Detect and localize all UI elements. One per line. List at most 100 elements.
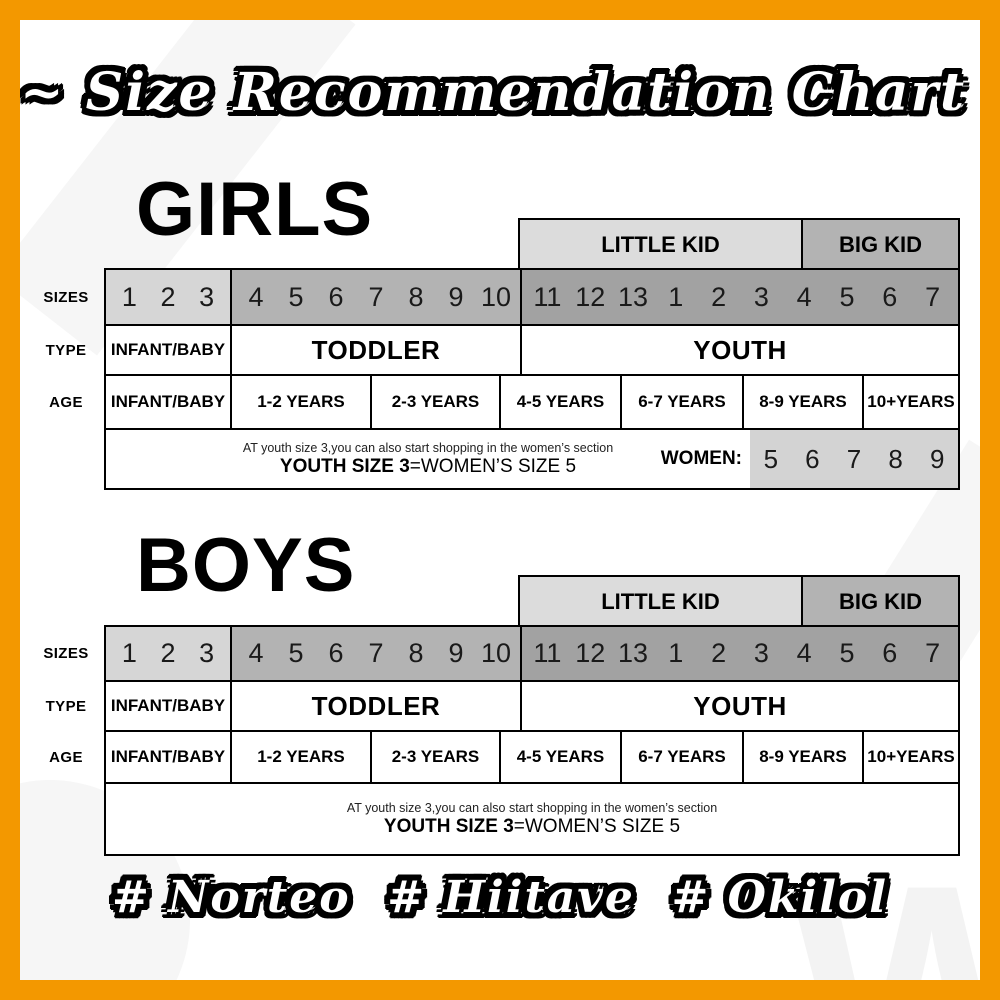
row-label-sizes: SIZES: [43, 645, 89, 662]
size-value: 3: [199, 638, 215, 668]
boys-age-cell: 6-7 YEARS: [620, 732, 742, 782]
girls-type-youth: YOUTH: [520, 326, 958, 374]
girls-age-cell: 10+YEARS: [862, 376, 958, 428]
size-value: 12: [575, 281, 606, 312]
boys-note-row: AT youth size 3,you can also start shopp…: [106, 782, 958, 854]
size-value: 10: [480, 638, 512, 668]
size-value: 5: [288, 281, 304, 312]
girls-note-line1: AT youth size 3,you can also start shopp…: [242, 440, 614, 455]
size-value: 2: [160, 638, 176, 668]
size-value: 12: [575, 638, 606, 668]
size-value: 6: [882, 281, 898, 312]
size-value: 7: [925, 281, 941, 312]
size-value: 8: [408, 638, 424, 668]
girls-little-kid-header: LITTLE KID: [520, 220, 803, 270]
hashtag-hiitave: # Hiitave: [387, 872, 635, 923]
women-size-value: 9: [929, 443, 945, 474]
girls-age-row: AGE INFANT/BABY 1-2 YEARS 2-3 YEARS 4-5 …: [49, 374, 958, 428]
size-value: 6: [328, 281, 344, 312]
size-value: 1: [668, 638, 684, 668]
size-value: 3: [753, 638, 769, 668]
girls-sizes-youth: 11 12 13 1 2 3 4 5 6 7: [520, 270, 958, 324]
boys-age-cell: 1-2 YEARS: [230, 732, 370, 782]
size-value: 8: [408, 281, 424, 312]
size-value: 11: [533, 638, 562, 668]
boys-type-infant: INFANT/BABY: [110, 696, 226, 715]
row-label-age: AGE: [49, 393, 83, 411]
boys-kid-header: LITTLE KID BIG KID: [518, 575, 960, 627]
size-value: 1: [121, 281, 137, 312]
boys-little-kid-header: LITTLE KID: [520, 577, 803, 627]
size-value: 6: [882, 638, 898, 668]
girls-age-cell: 6-7 YEARS: [620, 376, 742, 428]
girls-type-row: TYPE INFANT/BABY TODDLER YOUTH: [46, 324, 958, 374]
page-title: ~ Size Recommendation Chart ~: [20, 62, 1000, 123]
girls-kid-header: LITTLE KID BIG KID: [518, 218, 960, 270]
size-value: 3: [199, 281, 215, 312]
boys-age-cell: 2-3 YEARS: [370, 732, 499, 782]
girls-note-row: AT youth size 3,you can also start shopp…: [106, 428, 958, 488]
hashtag-okilol: # Okilol: [671, 872, 888, 923]
row-label-type: TYPE: [45, 697, 87, 715]
size-value: 4: [248, 638, 264, 668]
girls-note: AT youth size 3,you can also start shopp…: [106, 430, 750, 488]
girls-section-heading: GIRLS: [136, 167, 374, 252]
girls-type-toddler: TODDLER: [230, 326, 520, 374]
boys-note-line2: YOUTH SIZE 3=WOMEN’S SIZE 5: [106, 816, 958, 838]
brand-hashtags: # Norteo # Hiitave # Okilol: [20, 872, 980, 923]
women-size-value: 5: [763, 443, 779, 474]
boys-big-kid-header: BIG KID: [803, 577, 958, 627]
boys-age-cell: 8-9 YEARS: [742, 732, 862, 782]
size-value: 11: [533, 281, 562, 312]
size-value: 4: [796, 281, 812, 312]
boys-section-heading: BOYS: [136, 523, 356, 608]
size-value: 13: [617, 638, 649, 668]
size-value: 1: [668, 281, 684, 312]
row-label-type: TYPE: [45, 341, 87, 359]
hashtag-norteo: # Norteo: [112, 872, 351, 923]
size-value: 7: [368, 638, 384, 668]
size-value: 7: [925, 638, 941, 668]
boys-age-row: AGE INFANT/BABY 1-2 YEARS 2-3 YEARS 4-5 …: [49, 730, 958, 782]
size-value: 7: [368, 281, 384, 312]
boys-sizes-youth: 11 12 13 1 2 3 4 5 6 7: [520, 627, 958, 680]
boys-age-cell: 4-5 YEARS: [499, 732, 620, 782]
girls-sizes-toddler: 4 5 6 7 8 9 10: [230, 270, 520, 324]
size-value: 2: [711, 281, 727, 312]
boys-note-line1: AT youth size 3,you can also start shopp…: [346, 800, 718, 815]
row-label-age: AGE: [49, 748, 83, 766]
boys-sizes-toddler: 4 5 6 7 8 9 10: [230, 627, 520, 680]
size-value: 5: [288, 638, 304, 668]
women-size-value: 6: [805, 443, 820, 474]
girls-age-cell: 8-9 YEARS: [742, 376, 862, 428]
size-value: 9: [448, 281, 464, 312]
boys-note: AT youth size 3,you can also start shopp…: [106, 784, 958, 854]
size-value: 2: [711, 638, 727, 668]
size-value: 5: [839, 638, 855, 668]
boys-type-youth: YOUTH: [520, 682, 958, 730]
girls-age-cell: INFANT/BABY: [110, 392, 226, 411]
size-value: 13: [617, 281, 649, 312]
size-value: 1: [121, 638, 137, 668]
women-size-value: 7: [846, 443, 862, 474]
girls-women-label: WOMEN:: [660, 448, 742, 469]
boys-age-cell: 10+YEARS: [862, 732, 958, 782]
girls-age-cell: 2-3 YEARS: [370, 376, 499, 428]
women-size-value: 8: [888, 443, 903, 474]
girls-type-infant: INFANT/BABY: [110, 340, 226, 359]
boys-type-row: TYPE INFANT/BABY TODDLER YOUTH: [46, 680, 958, 730]
girls-age-cell: 1-2 YEARS: [230, 376, 370, 428]
size-value: 5: [839, 281, 855, 312]
size-value: 10: [480, 281, 512, 312]
size-value: 4: [796, 638, 812, 668]
boys-note-rest: =WOMEN’S SIZE 5: [513, 815, 681, 837]
size-value: 2: [160, 281, 176, 312]
